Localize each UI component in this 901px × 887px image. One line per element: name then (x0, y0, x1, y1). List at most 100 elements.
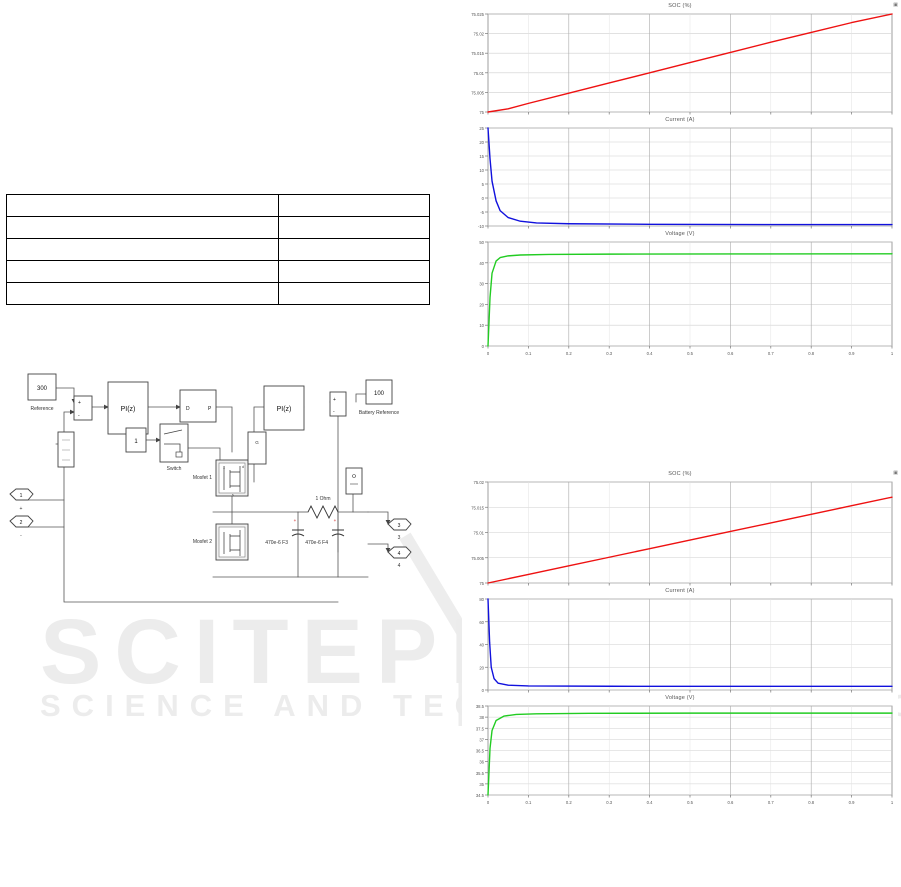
scope-panel-title: Voltage (V) (665, 695, 695, 701)
svg-text:37.5: 37.5 (476, 726, 485, 731)
scope-window-bottom: SOC (%) ▣ 75 75.005 75.01 75.015 75.02 Curre… (462, 470, 898, 815)
block-aux-gain[interactable]: G (247, 431, 267, 465)
block-sum-1[interactable]: + - (73, 395, 93, 421)
block-reference-value: 300 (37, 386, 48, 392)
port-in-1[interactable]: 1 + (9, 488, 34, 512)
scope-panel-title: Voltage (V) (665, 231, 695, 237)
port-out-4[interactable]: 4 4 (387, 546, 412, 569)
svg-text:5: 5 (482, 182, 485, 187)
component-capacitor-3-caption: 470e-6 F3 (265, 540, 288, 546)
constant-one-value: 1 (134, 439, 138, 445)
svg-text:40: 40 (479, 261, 484, 266)
svg-text:0.3: 0.3 (606, 800, 612, 805)
block-reference[interactable]: 300 Reference (27, 373, 57, 412)
component-capacitor-3[interactable]: + 470e-6 F3 (265, 518, 305, 546)
block-mosfet-2[interactable]: Mosfet 2 (193, 523, 249, 561)
block-battery-reference[interactable]: 100 Battery Reference (359, 379, 400, 416)
svg-text:20: 20 (479, 302, 484, 307)
svg-text:1: 1 (891, 800, 894, 805)
simulink-block-diagram: 300 Reference + - PI(z) D P (8, 372, 433, 622)
svg-text:75.01: 75.01 (474, 71, 485, 76)
svg-text:0.6: 0.6 (727, 351, 733, 356)
svg-text:10: 10 (479, 323, 484, 328)
block-feedback-gain[interactable] (57, 431, 75, 468)
svg-text:75.025: 75.025 (471, 12, 484, 17)
svg-text:0: 0 (482, 688, 485, 693)
block-pi-controller-1[interactable]: PI(z) (107, 381, 149, 435)
block-mosfet-1[interactable]: g d s Mosfet 1 (193, 459, 249, 497)
scope-corner-mark: ▣ (893, 2, 898, 8)
scope-panel-title: SOC (%) (668, 471, 692, 477)
table-cell (6, 238, 279, 261)
block-mosfet-2-caption: Mosfet 2 (193, 539, 212, 545)
component-resistor-caption: 1 Ohm (315, 496, 330, 502)
block-battery-reference-value: 100 (374, 391, 385, 397)
component-capacitor-4-caption: 470e-6 F4 (305, 540, 328, 546)
svg-text:75: 75 (479, 581, 484, 586)
svg-text:75.02: 75.02 (474, 480, 485, 485)
pwm-in-label: D (186, 406, 190, 412)
cap4-polarity: + (334, 518, 337, 523)
mosfet1-pin-s: s (232, 493, 234, 497)
scope-panel-title: Current (A) (665, 588, 695, 594)
table-cell (277, 260, 431, 283)
table-cell (6, 194, 279, 217)
svg-text:0.2: 0.2 (566, 351, 572, 356)
svg-text:40: 40 (479, 643, 484, 648)
svg-text:-5: -5 (480, 210, 484, 215)
table-row (6, 282, 431, 305)
table-cell (6, 260, 279, 283)
svg-text:0.2: 0.2 (566, 800, 572, 805)
table-row (6, 216, 431, 239)
svg-text:50: 50 (479, 240, 484, 245)
table-row (6, 260, 431, 283)
pi-2-label: PI(z) (277, 406, 292, 413)
svg-text:36: 36 (479, 760, 484, 765)
scope-panel-current-bottom: Current (A) 0 20 40 60 80 (462, 587, 898, 694)
svg-text:0.5: 0.5 (687, 351, 693, 356)
mosfet1-pin-d: d (242, 465, 244, 469)
block-sum-2[interactable]: + - (329, 391, 347, 417)
mosfet1-pin-g: g (223, 465, 225, 469)
svg-text:75: 75 (479, 110, 484, 115)
port-out-4-caption: 4 (398, 563, 401, 569)
empty-results-table (6, 194, 431, 305)
table-cell (6, 282, 279, 305)
table-cell (277, 282, 431, 305)
svg-text:35: 35 (479, 782, 484, 787)
svg-text:0: 0 (487, 351, 490, 356)
svg-text:75.015: 75.015 (471, 505, 484, 510)
svg-text:0.1: 0.1 (525, 800, 531, 805)
scope-corner-mark: ▣ (893, 470, 898, 476)
scope-plot-svg: -10 -5 0 5 10 15 20 25 (478, 126, 893, 229)
port-in-1-caption: + (20, 506, 23, 512)
svg-text:0.7: 0.7 (768, 351, 774, 356)
block-switch[interactable]: Switch (159, 423, 189, 472)
port-out-4-number: 4 (398, 551, 401, 557)
block-constant-one[interactable]: 1 (125, 427, 147, 453)
svg-text:0: 0 (487, 800, 490, 805)
svg-text:0: 0 (482, 196, 485, 201)
block-pwm-generator[interactable]: D P (179, 389, 217, 423)
scope-panel-current-top: Current (A) -10 -5 0 5 10 15 20 25 (462, 116, 898, 230)
component-resistor[interactable]: 1 Ohm (307, 496, 339, 520)
sum2-plus: + (333, 397, 336, 403)
scope-panel-title: SOC (%) (668, 3, 692, 9)
block-mosfet-1-caption: Mosfet 1 (193, 475, 212, 481)
port-in-2[interactable]: 2 - (9, 515, 34, 539)
block-pi-controller-2[interactable]: PI(z) (263, 385, 305, 431)
block-measurement[interactable] (345, 467, 363, 495)
block-reference-caption: Reference (30, 406, 53, 412)
port-out-3[interactable]: 3 3 (387, 518, 412, 541)
table-cell (277, 238, 431, 261)
component-capacitor-4[interactable]: + 470e-6 F4 (305, 518, 345, 546)
svg-text:20: 20 (479, 140, 484, 145)
svg-text:80: 80 (479, 597, 484, 602)
svg-text:75.01: 75.01 (474, 531, 485, 536)
scope-plot-svg: 75 75.005 75.01 75.015 75.02 75.025 (471, 12, 893, 115)
table-row (6, 194, 431, 217)
svg-text:75.005: 75.005 (471, 90, 484, 95)
pwm-out-label: P (208, 406, 212, 412)
table-cell (277, 194, 431, 217)
scope-panel-soc-top: SOC (%) ▣ 75 75.005 75.01 75.015 75.02 75.025 (462, 2, 898, 116)
